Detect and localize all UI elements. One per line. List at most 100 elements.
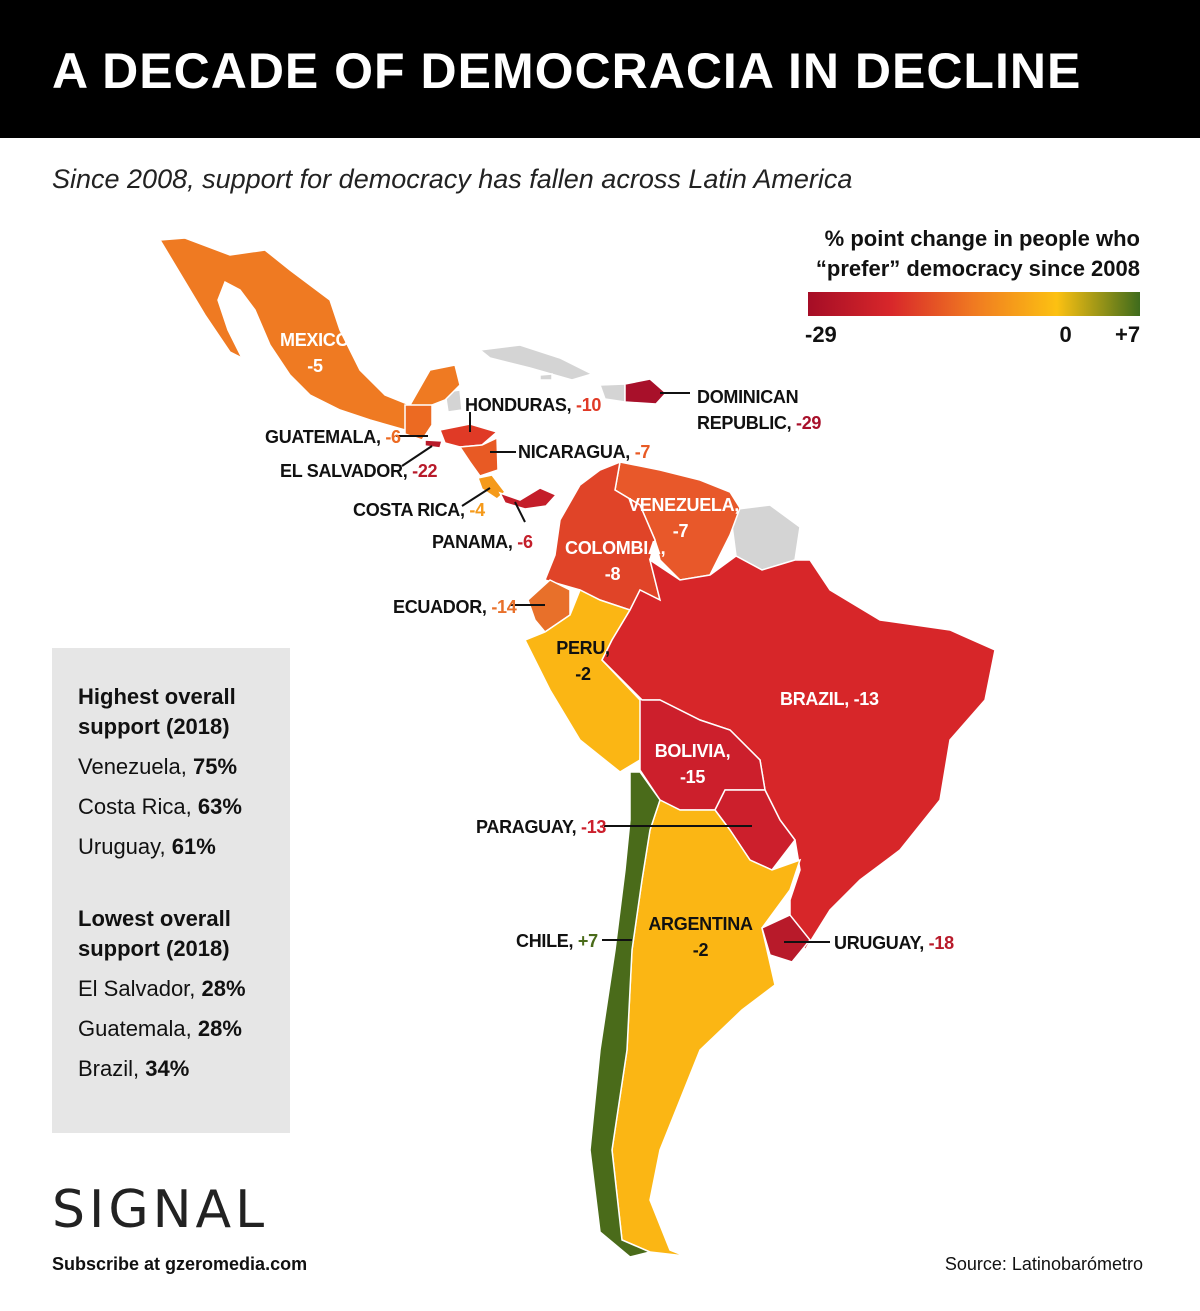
country-label: EL SALVADOR, -22 bbox=[280, 458, 438, 484]
country-label: CHILE, +7 bbox=[516, 928, 598, 954]
country bbox=[624, 378, 668, 405]
country-label: GUATEMALA, -6 bbox=[265, 424, 401, 450]
jamaica bbox=[539, 373, 553, 381]
country-value: -15 bbox=[679, 767, 706, 787]
country-value: -13 bbox=[581, 817, 607, 837]
item-value: 28% bbox=[197, 1016, 242, 1041]
country-value: -2 bbox=[692, 940, 709, 960]
section-title: Highest overall support (2018) bbox=[78, 684, 236, 739]
country-name: CHILE, bbox=[516, 931, 574, 951]
country-name: COSTA RICA, bbox=[353, 500, 465, 520]
support-item: Uruguay, 61% bbox=[78, 834, 216, 860]
legend-title: % point change in people who “prefer” de… bbox=[815, 226, 1140, 281]
country-name: COLOMBIA, bbox=[565, 538, 666, 558]
country-value: -10 bbox=[576, 395, 602, 415]
support-item: El Salvador, 28% bbox=[78, 976, 246, 1002]
country-label: PERU, -2 bbox=[553, 635, 613, 687]
country-value: -6 bbox=[517, 532, 533, 552]
country-value: -7 bbox=[634, 442, 651, 462]
item-name: Venezuela, bbox=[78, 754, 187, 779]
country-value: -4 bbox=[469, 500, 485, 520]
country-label: MEXICO, -5 bbox=[280, 327, 354, 379]
country-value: +7 bbox=[577, 931, 598, 951]
country bbox=[458, 436, 499, 477]
item-name: Uruguay, bbox=[78, 834, 166, 859]
country-value: -7 bbox=[672, 521, 689, 541]
country-name: ECUADOR, bbox=[393, 597, 487, 617]
source: Source: Latinobarómetro bbox=[944, 1254, 1143, 1274]
country-name: MEXICO, bbox=[280, 330, 354, 350]
country-value: -8 bbox=[604, 564, 621, 584]
country-name: BRAZIL, bbox=[780, 689, 849, 709]
item-name: Guatemala, bbox=[78, 1016, 192, 1041]
country-name: DOMINICAN REPUBLIC, bbox=[697, 387, 799, 433]
country-value: -6 bbox=[385, 427, 401, 447]
country-label: PARAGUAY, -13 bbox=[476, 814, 606, 840]
country-label: DOMINICAN REPUBLIC, -29 bbox=[697, 384, 837, 436]
country-name: NICARAGUA, bbox=[518, 442, 630, 462]
item-value: 63% bbox=[197, 794, 242, 819]
country-name: PARAGUAY, bbox=[476, 817, 577, 837]
country-label: COLOMBIA, -8 bbox=[565, 535, 666, 587]
country-value: -18 bbox=[928, 933, 954, 953]
country bbox=[761, 914, 811, 963]
item-name: Costa Rica, bbox=[78, 794, 192, 819]
country-value: -29 bbox=[796, 413, 822, 433]
support-item: Brazil, 34% bbox=[78, 1056, 189, 1082]
country-label: BOLIVIA, -15 bbox=[645, 738, 740, 790]
item-value: 61% bbox=[171, 834, 216, 859]
item-name: El Salvador, bbox=[78, 976, 196, 1001]
item-value: 34% bbox=[145, 1056, 190, 1081]
country-name: URUGUAY, bbox=[834, 933, 924, 953]
leader-lines bbox=[396, 392, 830, 943]
country-value: -2 bbox=[575, 664, 591, 684]
subtitle: Since 2008, support for democracy has fa… bbox=[52, 164, 853, 194]
item-value: 28% bbox=[201, 976, 246, 1001]
title: A DECADE OF DEMOCRACIA IN DECLINE bbox=[52, 43, 1082, 99]
sidebar: Highest overall support (2018) Venezuela,… bbox=[52, 648, 290, 1133]
country-value: -5 bbox=[307, 356, 323, 376]
country bbox=[424, 439, 443, 449]
legend-tick-label: +7 bbox=[1115, 322, 1141, 347]
country-value: -14 bbox=[491, 597, 517, 617]
country-name: BOLIVIA, bbox=[654, 741, 731, 761]
support-item: Costa Rica, 63% bbox=[78, 794, 242, 820]
country-value: -13 bbox=[853, 689, 879, 709]
leader-line bbox=[514, 501, 526, 523]
legend-tick-label: -29 bbox=[805, 322, 837, 347]
country-name: ARGENTINA bbox=[648, 914, 753, 934]
regions bbox=[158, 237, 996, 1258]
country-label: PANAMA, -6 bbox=[432, 529, 533, 555]
country bbox=[498, 487, 558, 510]
country-name: PANAMA, bbox=[432, 532, 513, 552]
country-label: COSTA RICA, -4 bbox=[353, 497, 485, 523]
country-value: -22 bbox=[412, 461, 438, 481]
cuba bbox=[478, 344, 595, 381]
item-name: Brazil, bbox=[78, 1056, 140, 1081]
section-title: Lowest overall support (2018) bbox=[78, 906, 231, 961]
haiti bbox=[598, 383, 626, 403]
support-item: Guatemala, 28% bbox=[78, 1016, 242, 1042]
country-name: GUATEMALA, bbox=[265, 427, 381, 447]
country-label: VENEZUELA, -7 bbox=[628, 492, 739, 544]
legend-tick-label: 0 bbox=[1059, 322, 1072, 347]
header: A DECADE OF DEMOCRACIA IN DECLINE bbox=[0, 0, 1200, 138]
country-label: NICARAGUA, -7 bbox=[518, 439, 650, 465]
country-label: ECUADOR, -14 bbox=[393, 594, 517, 620]
leader-line bbox=[461, 487, 491, 507]
country-name: EL SALVADOR, bbox=[280, 461, 408, 481]
country-name: VENEZUELA, bbox=[628, 495, 740, 515]
country-label: BRAZIL, -13 bbox=[780, 686, 879, 712]
support-item: Venezuela, 75% bbox=[78, 754, 237, 780]
legend-bar bbox=[808, 292, 1140, 316]
item-value: 75% bbox=[193, 754, 238, 779]
logo: SIGNAL bbox=[52, 1180, 269, 1240]
country-name: PERU, bbox=[556, 638, 610, 658]
country bbox=[404, 404, 433, 441]
leader-line bbox=[401, 445, 433, 467]
subscribe: Subscribe at gzeromedia.com bbox=[52, 1254, 308, 1274]
country-label: HONDURAS, -10 bbox=[465, 392, 601, 418]
country-name: HONDURAS, bbox=[465, 395, 572, 415]
